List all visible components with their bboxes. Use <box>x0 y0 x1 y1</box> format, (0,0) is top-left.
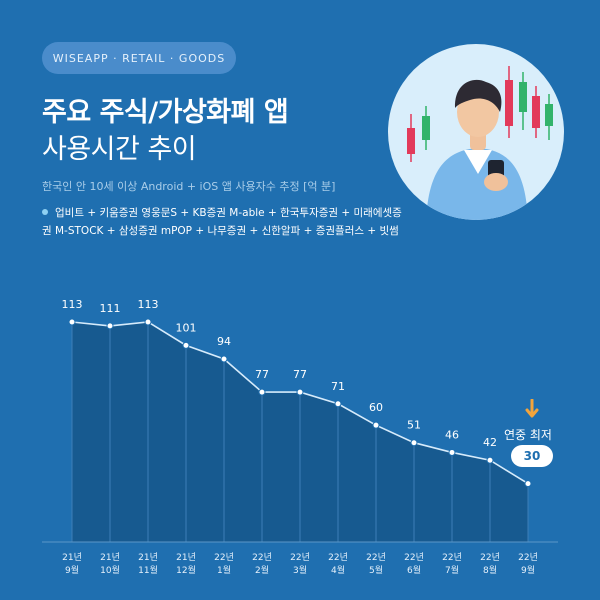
data-point <box>448 448 456 456</box>
data-point <box>334 400 342 408</box>
data-label: 94 <box>217 335 231 348</box>
data-point <box>182 341 190 349</box>
x-tick-label: 9월 <box>65 564 79 576</box>
data-point <box>106 322 114 330</box>
data-label: 46 <box>445 428 459 441</box>
candlestick-chart-icon <box>407 66 553 162</box>
x-tick-label: 2월 <box>255 564 269 576</box>
lowest-value-badge: 30 <box>511 445 553 467</box>
data-label: 77 <box>293 368 307 381</box>
x-tick-label: 22년 <box>252 552 272 563</box>
data-label: 42 <box>483 436 497 449</box>
x-tick-label: 21년 <box>62 552 82 563</box>
x-tick-label: 22년 <box>518 552 538 563</box>
data-point <box>296 388 304 396</box>
data-point <box>258 388 266 396</box>
data-label: 113 <box>62 298 83 311</box>
x-tick-label: 22년 <box>214 552 234 563</box>
data-label: 77 <box>255 368 269 381</box>
page-title-line2: 사용시간 추이 <box>42 134 197 165</box>
data-point <box>220 355 228 363</box>
arrow-down-icon <box>525 399 539 418</box>
data-label: 113 <box>138 298 159 311</box>
data-point <box>68 318 76 326</box>
x-tick-label: 22년 <box>442 552 462 563</box>
x-tick-label: 1월 <box>217 564 231 576</box>
x-tick-label: 6월 <box>407 564 421 576</box>
x-tick-label: 21년 <box>100 552 120 563</box>
data-point <box>144 318 152 326</box>
chart-subtitle: 한국인 안 10세 이상 Android + iOS 앱 사용자수 추정 [억 … <box>42 180 336 193</box>
x-tick-label: 22년 <box>328 552 348 563</box>
x-tick-label: 8월 <box>483 564 497 576</box>
data-label: 51 <box>407 419 421 432</box>
x-tick-label: 22년 <box>404 552 424 563</box>
data-label: 101 <box>176 321 197 334</box>
x-tick-label: 5월 <box>369 564 383 576</box>
x-tick-label: 22년 <box>480 552 500 563</box>
data-label: 111 <box>100 302 121 315</box>
data-point <box>372 421 380 429</box>
person-with-phone-illustration <box>388 44 564 220</box>
data-point <box>486 456 494 464</box>
x-tick-label: 3월 <box>293 564 307 576</box>
lowest-of-year-label: 연중 최저 <box>504 428 552 442</box>
apps-text: 업비트 + 키움증권 영웅문S + KB증권 M-able + 한국투자증권 +… <box>42 207 402 237</box>
data-point <box>524 480 532 488</box>
apps-list: 업비트 + 키움증권 영웅문S + KB증권 M-able + 한국투자증권 +… <box>42 204 402 240</box>
bullet-icon <box>42 209 48 215</box>
data-point <box>410 439 418 447</box>
brand-pill: WISEAPP · RETAIL · GOODS <box>42 42 236 74</box>
data-label: 60 <box>369 401 383 414</box>
x-tick-label: 21년 <box>176 552 196 563</box>
x-tick-label: 10월 <box>100 564 120 576</box>
x-tick-label: 7월 <box>445 564 459 576</box>
x-tick-label: 4월 <box>331 564 345 576</box>
x-tick-label: 11월 <box>138 564 158 576</box>
data-label: 71 <box>331 380 345 393</box>
x-tick-label: 22년 <box>290 552 310 563</box>
x-tick-label: 21년 <box>138 552 158 563</box>
page-title: 주요 주식/가상화폐 앱 <box>42 97 289 128</box>
person-icon <box>426 79 528 220</box>
x-tick-label: 12월 <box>176 564 196 576</box>
x-tick-label: 9월 <box>521 564 535 576</box>
x-tick-label: 22년 <box>366 552 386 563</box>
